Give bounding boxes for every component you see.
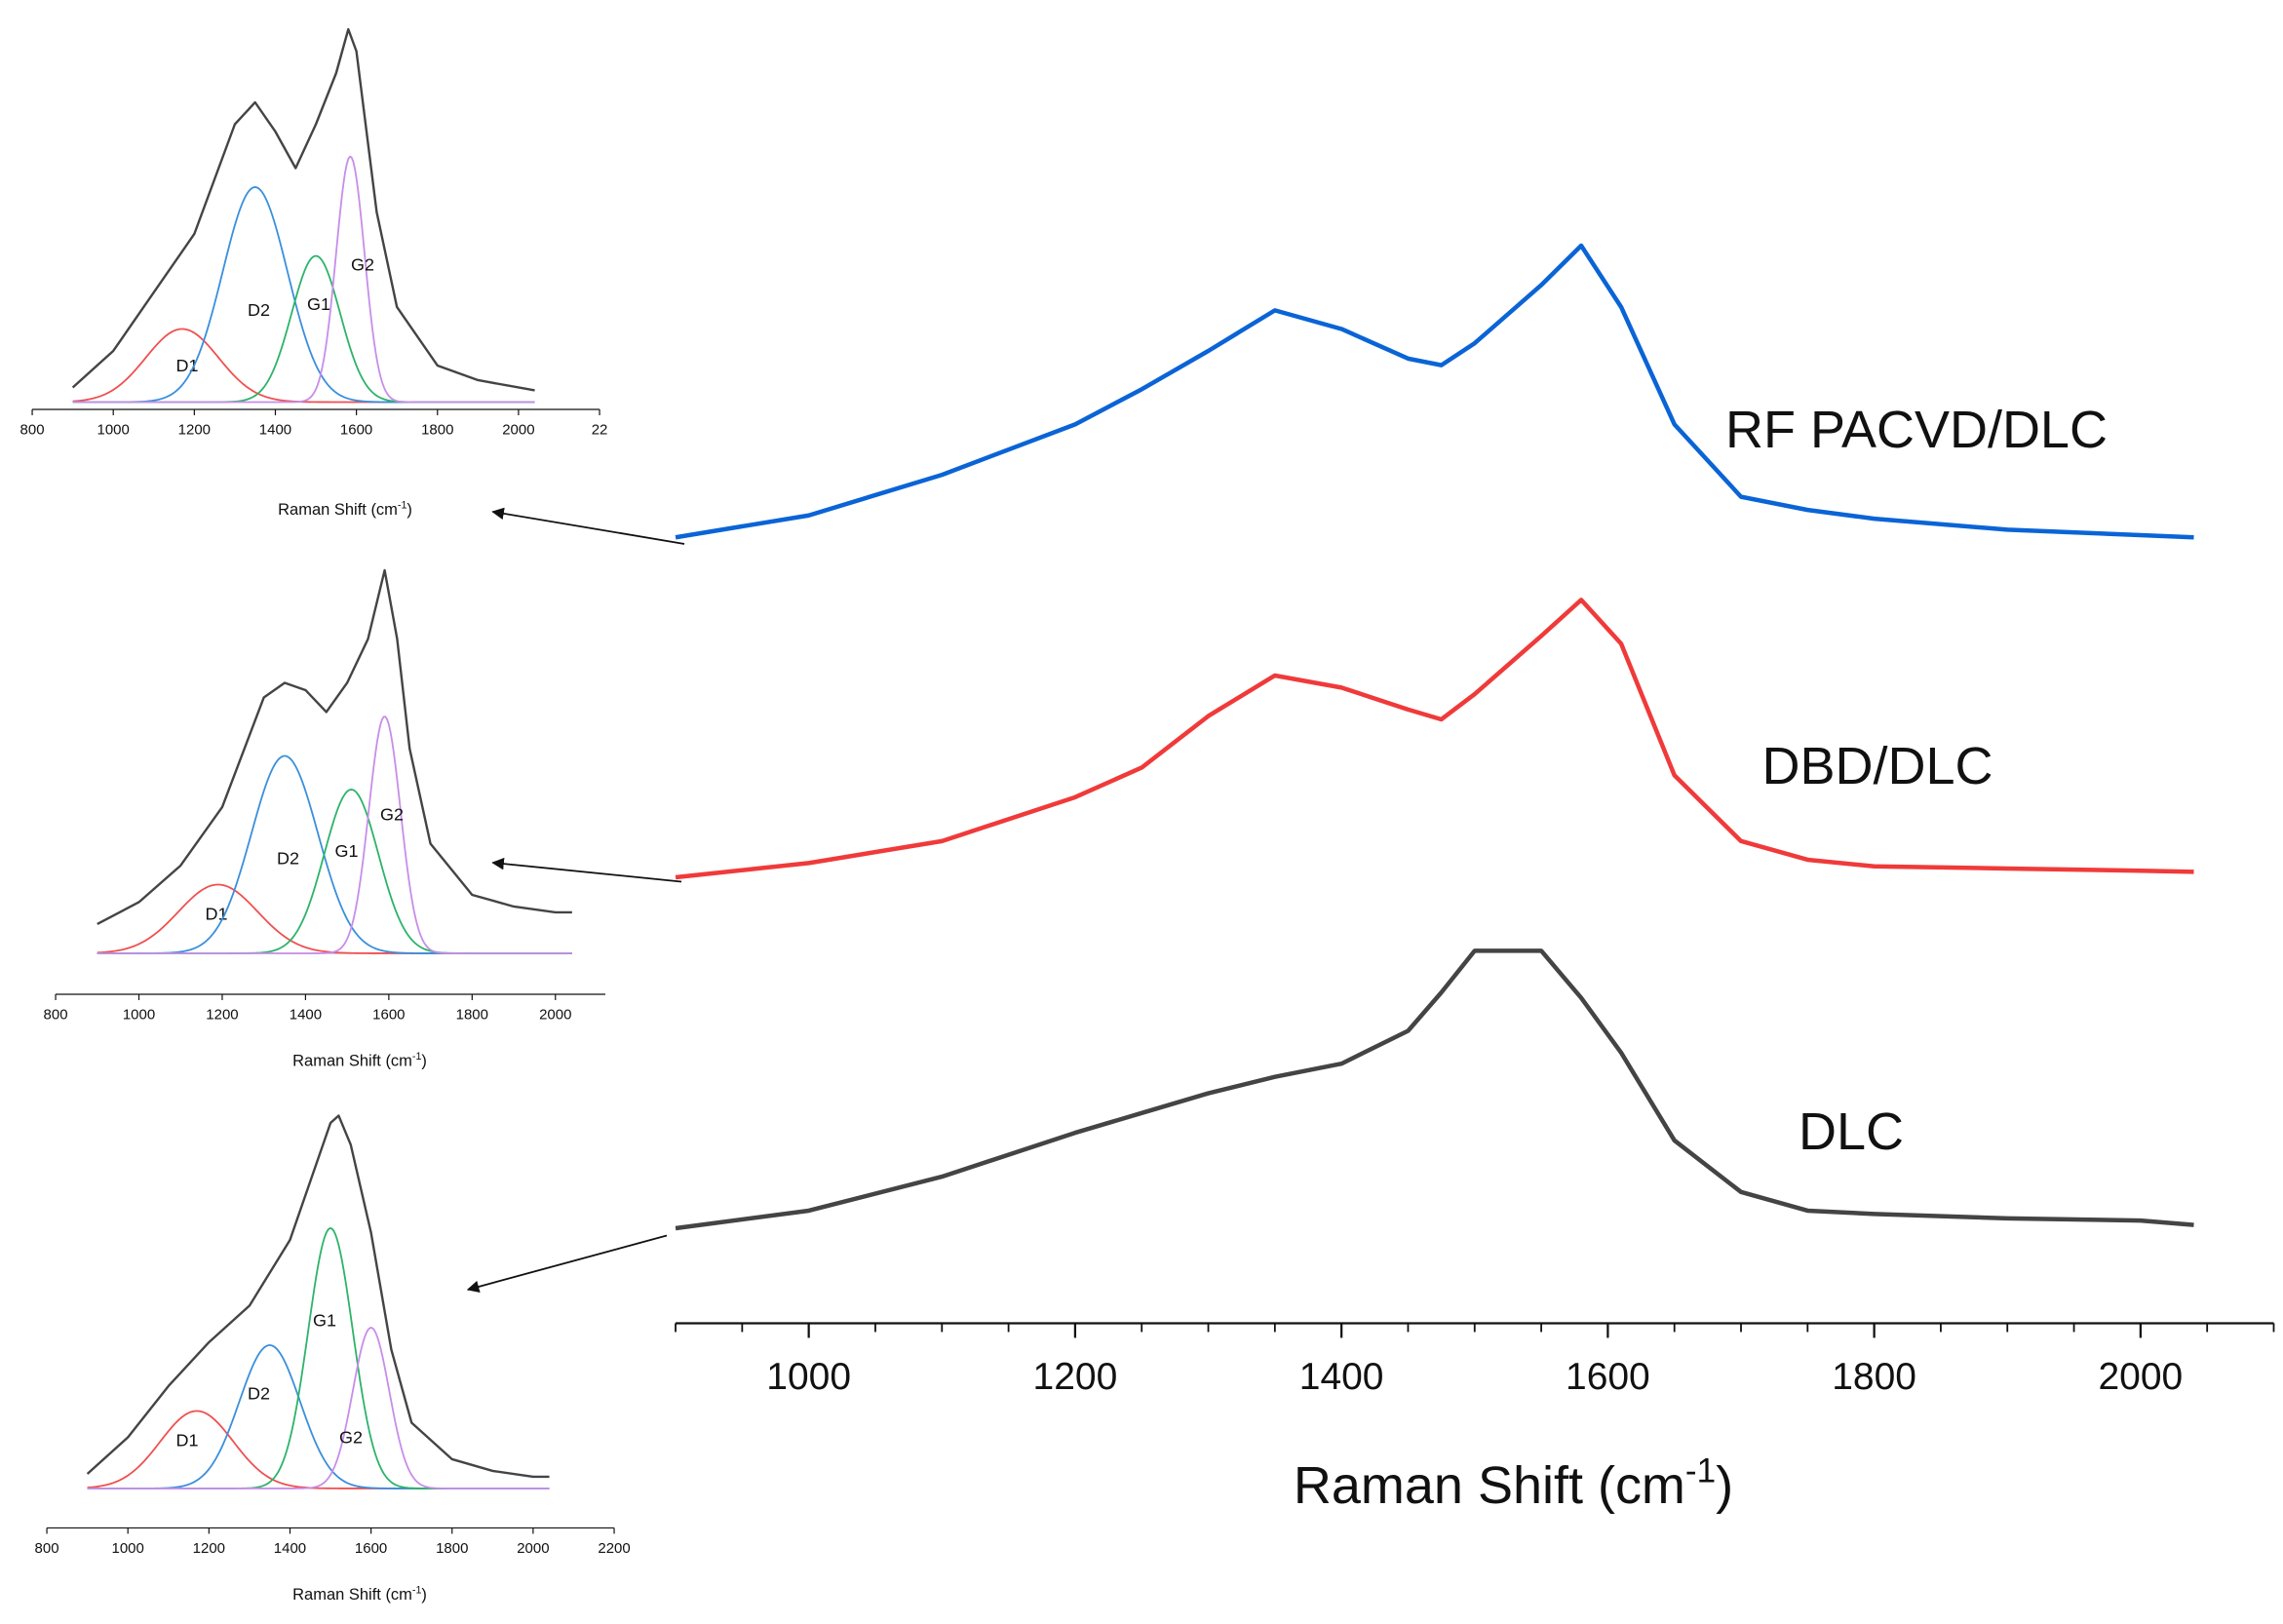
peak-label: G1 <box>335 841 359 861</box>
inset-x-tick-label: 1800 <box>421 421 453 438</box>
fit-component <box>87 1326 550 1489</box>
fit-component <box>72 155 535 404</box>
inset-x-tick-label: 1400 <box>290 1006 322 1023</box>
spectrum-line <box>675 243 2194 540</box>
peak-label: G2 <box>351 254 374 274</box>
x-axis-label-text: ) <box>421 1052 427 1069</box>
peak-label: D1 <box>176 356 199 375</box>
x-axis-label-sup: -1 <box>1685 1451 1716 1489</box>
inset-x-tick-label: 1400 <box>259 421 291 438</box>
inset-x-tick-label: 1600 <box>372 1006 405 1023</box>
fit-component <box>97 715 572 954</box>
measured-spectrum <box>97 568 572 926</box>
x-tick-label: 2000 <box>2099 1356 2184 1398</box>
x-axis-label-text: ) <box>421 1586 427 1604</box>
fit-component <box>72 328 535 404</box>
measured-spectrum <box>71 27 535 392</box>
x-tick-label: 1800 <box>1832 1356 1916 1398</box>
inset-x-tick-label: 1800 <box>436 1540 468 1557</box>
inset-x-tick-label: 800 <box>20 421 45 438</box>
inset-x-tick-label: 2000 <box>502 421 534 438</box>
x-axis-label-text: Raman Shift (cm <box>292 1052 412 1069</box>
inset-x-tick-label: 2000 <box>517 1540 549 1557</box>
x-axis-label-text: Raman Shift (cm <box>1294 1456 1685 1515</box>
x-axis-label-text: ) <box>406 501 412 519</box>
x-axis-label-text: Raman Shift (cm <box>278 501 398 519</box>
x-axis-label-sup: -1 <box>398 499 407 511</box>
inset-x-tick-label: 1800 <box>456 1006 488 1023</box>
inset-x-tick-label: 800 <box>35 1540 59 1557</box>
arrow <box>466 1234 668 1294</box>
x-axis-label: Raman Shift (cm-1) <box>292 1584 427 1604</box>
peak-label: D2 <box>248 300 270 320</box>
spectrum-line <box>675 948 2194 1231</box>
peak-label: G2 <box>380 804 404 824</box>
inset-x-tick-label: 1600 <box>340 421 372 438</box>
peak-label: D1 <box>176 1430 199 1450</box>
arrow <box>491 857 682 883</box>
peak-label: G1 <box>307 294 330 314</box>
inset-x-tick-label: 2200 <box>598 1540 630 1557</box>
inset-x-tick-label: 2000 <box>539 1006 571 1023</box>
inset-x-tick-label: 1200 <box>178 421 211 438</box>
peak-label: D2 <box>248 1383 270 1403</box>
series-label: DBD/DLC <box>1762 737 1993 795</box>
arrow <box>491 507 685 545</box>
x-tick-label: 1000 <box>766 1356 851 1398</box>
x-tick-label: 1200 <box>1033 1356 1118 1398</box>
fit-component <box>72 254 535 404</box>
x-axis-label-sup: -1 <box>412 1584 422 1596</box>
fit-component <box>97 883 572 954</box>
inset-x-tick-label: 22 <box>592 421 608 438</box>
series-label: DLC <box>1799 1102 1904 1161</box>
inset-x-tick-label: 1400 <box>274 1540 306 1557</box>
inset-x-tick-label: 1000 <box>112 1540 144 1557</box>
fit-component <box>97 789 572 954</box>
series-label: RF PACVD/DLC <box>1725 401 2108 459</box>
x-axis-label-text: Raman Shift (cm <box>292 1586 412 1604</box>
inset-x-tick-label: 1000 <box>123 1006 155 1023</box>
x-tick-label: 1400 <box>1299 1356 1384 1398</box>
peak-label: G1 <box>313 1310 336 1330</box>
x-axis-label-text: ) <box>1716 1456 1733 1515</box>
x-axis-label: Raman Shift (cm-1) <box>1294 1451 1733 1515</box>
x-axis-label: Raman Shift (cm-1) <box>278 499 412 519</box>
fit-component <box>72 186 535 404</box>
spectrum-line <box>675 598 2194 880</box>
inset-x-tick-label: 1200 <box>206 1006 238 1023</box>
peak-label: D2 <box>277 848 299 868</box>
x-axis-label: Raman Shift (cm-1) <box>292 1051 427 1070</box>
measured-spectrum <box>86 1114 550 1479</box>
x-axis-label-sup: -1 <box>412 1051 422 1063</box>
inset-x-tick-label: 1200 <box>193 1540 225 1557</box>
inset-x-tick-label: 800 <box>44 1006 68 1023</box>
peak-label: G2 <box>339 1427 363 1447</box>
inset-x-tick-label: 1000 <box>97 421 130 438</box>
x-tick-label: 1600 <box>1566 1356 1650 1398</box>
inset-x-tick-label: 1600 <box>355 1540 387 1557</box>
